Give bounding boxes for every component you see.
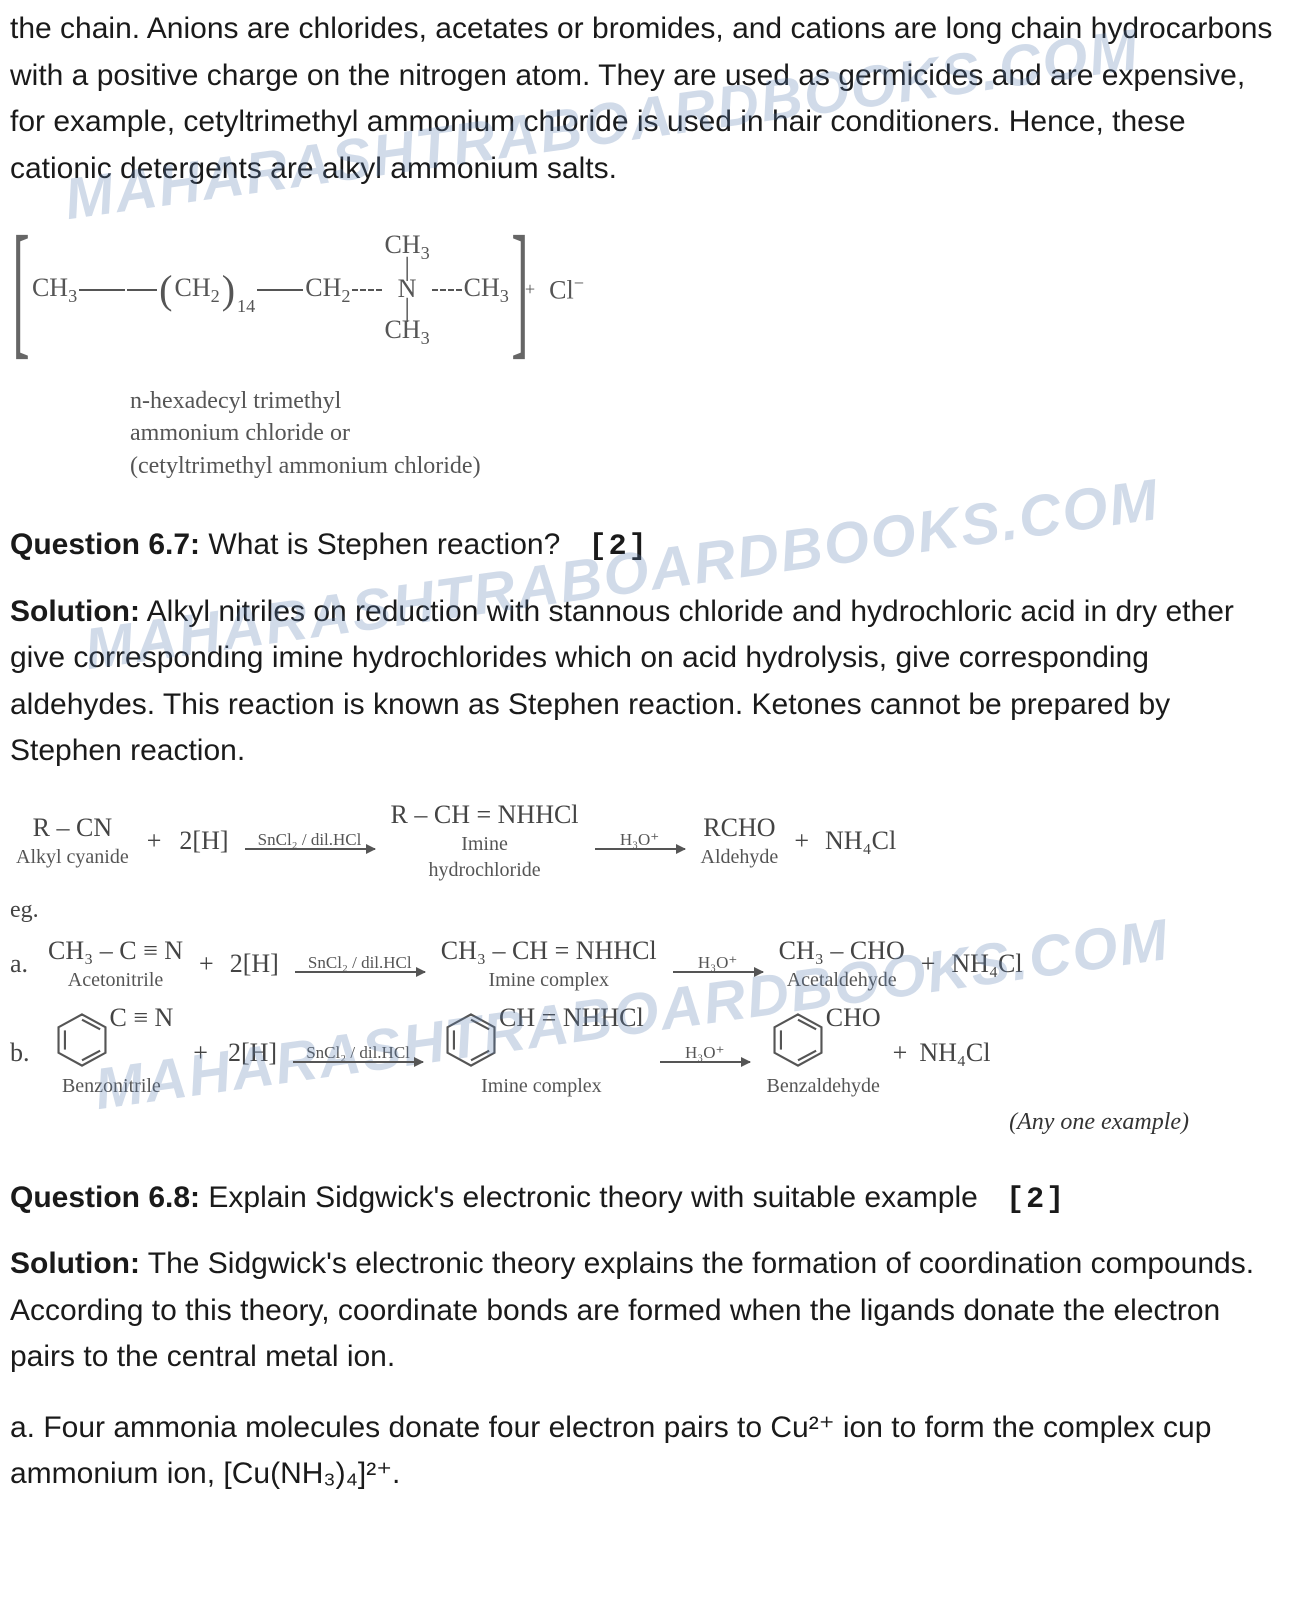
reaction-arrow-icon: H₃O⁺ bbox=[660, 1043, 750, 1063]
solution-6-8: Solution: The Sidgwick's electronic theo… bbox=[10, 1241, 1279, 1381]
example-note: (Any one example) bbox=[10, 1108, 1189, 1137]
benzene-ring-icon bbox=[439, 1008, 503, 1072]
solution-label: Solution: bbox=[10, 1247, 140, 1280]
question-text: Explain Sidgwick's electronic theory wit… bbox=[200, 1181, 978, 1214]
reaction-general: R – CNAlkyl cyanide + 2[H] SnCl₂ / dil.H… bbox=[10, 799, 1279, 882]
intro-text: the chain. Anions are chlorides, acetate… bbox=[10, 6, 1279, 192]
solution-label: Solution: bbox=[10, 595, 140, 628]
question-marks: [2] bbox=[589, 530, 649, 564]
reaction-arrow-icon: H₃O⁺ bbox=[673, 953, 763, 973]
reaction-scheme: R – CNAlkyl cyanide + 2[H] SnCl₂ / dil.H… bbox=[10, 799, 1279, 1137]
solution-text: The Sidgwick's electronic theory explain… bbox=[10, 1247, 1254, 1373]
chemical-structure: [ CH3 ( CH2 )14 CH2 CH3 │ N │ CH3 CH3 ] … bbox=[10, 222, 1279, 357]
structure-figure: [ CH3 ( CH2 )14 CH2 CH3 │ N │ CH3 CH3 ] … bbox=[10, 222, 1279, 482]
question-6-8: Question 6.8: Explain Sidgwick's electro… bbox=[10, 1175, 1279, 1224]
solution-6-7: Solution: Alkyl nitriles on reduction wi… bbox=[10, 589, 1279, 775]
counter-ion: Cl− bbox=[549, 269, 584, 311]
close-bracket-icon: ] bbox=[511, 222, 528, 357]
caption-line: n-hexadecyl trimethyl bbox=[130, 385, 1279, 417]
question-6-7: Question 6.7: What is Stephen reaction? … bbox=[10, 522, 1279, 571]
question-text: What is Stephen reaction? bbox=[200, 528, 560, 561]
reaction-arrow-icon: SnCl₂ / dil.HCl bbox=[295, 953, 425, 973]
benzene-ring-icon bbox=[766, 1008, 830, 1072]
reaction-example-b: b. C ≡ N Benzonitrile + 2[H] SnCl₂ / dil… bbox=[10, 1008, 1279, 1098]
benzene-ring-icon bbox=[50, 1008, 114, 1072]
reaction-arrow-icon: SnCl₂ / dil.HCl bbox=[293, 1043, 423, 1063]
solution-6-8-point-a: a. Four ammonia molecules donate four el… bbox=[10, 1405, 1279, 1498]
caption-line: ammonium chloride or bbox=[130, 417, 1279, 449]
solution-text: Alkyl nitriles on reduction with stannou… bbox=[10, 595, 1234, 768]
intro-paragraph: the chain. Anions are chlorides, acetate… bbox=[10, 6, 1279, 192]
open-bracket-icon: [ bbox=[12, 222, 29, 357]
question-marks: [2] bbox=[1006, 1183, 1066, 1217]
structure-caption: n-hexadecyl trimethyl ammonium chloride … bbox=[130, 385, 1279, 482]
caption-line: (cetyltrimethyl ammonium chloride) bbox=[130, 450, 1279, 482]
question-label: Question 6.7: bbox=[10, 528, 200, 561]
question-label: Question 6.8: bbox=[10, 1181, 200, 1214]
reaction-arrow-icon: SnCl₂ / dil.HCl bbox=[245, 830, 375, 850]
reaction-arrow-icon: H₃O⁺ bbox=[595, 830, 685, 850]
example-label: eg. bbox=[10, 896, 1279, 925]
reaction-example-a: a. CH₃ – C ≡ NAcetonitrile + 2[H] SnCl₂ … bbox=[10, 935, 1279, 992]
